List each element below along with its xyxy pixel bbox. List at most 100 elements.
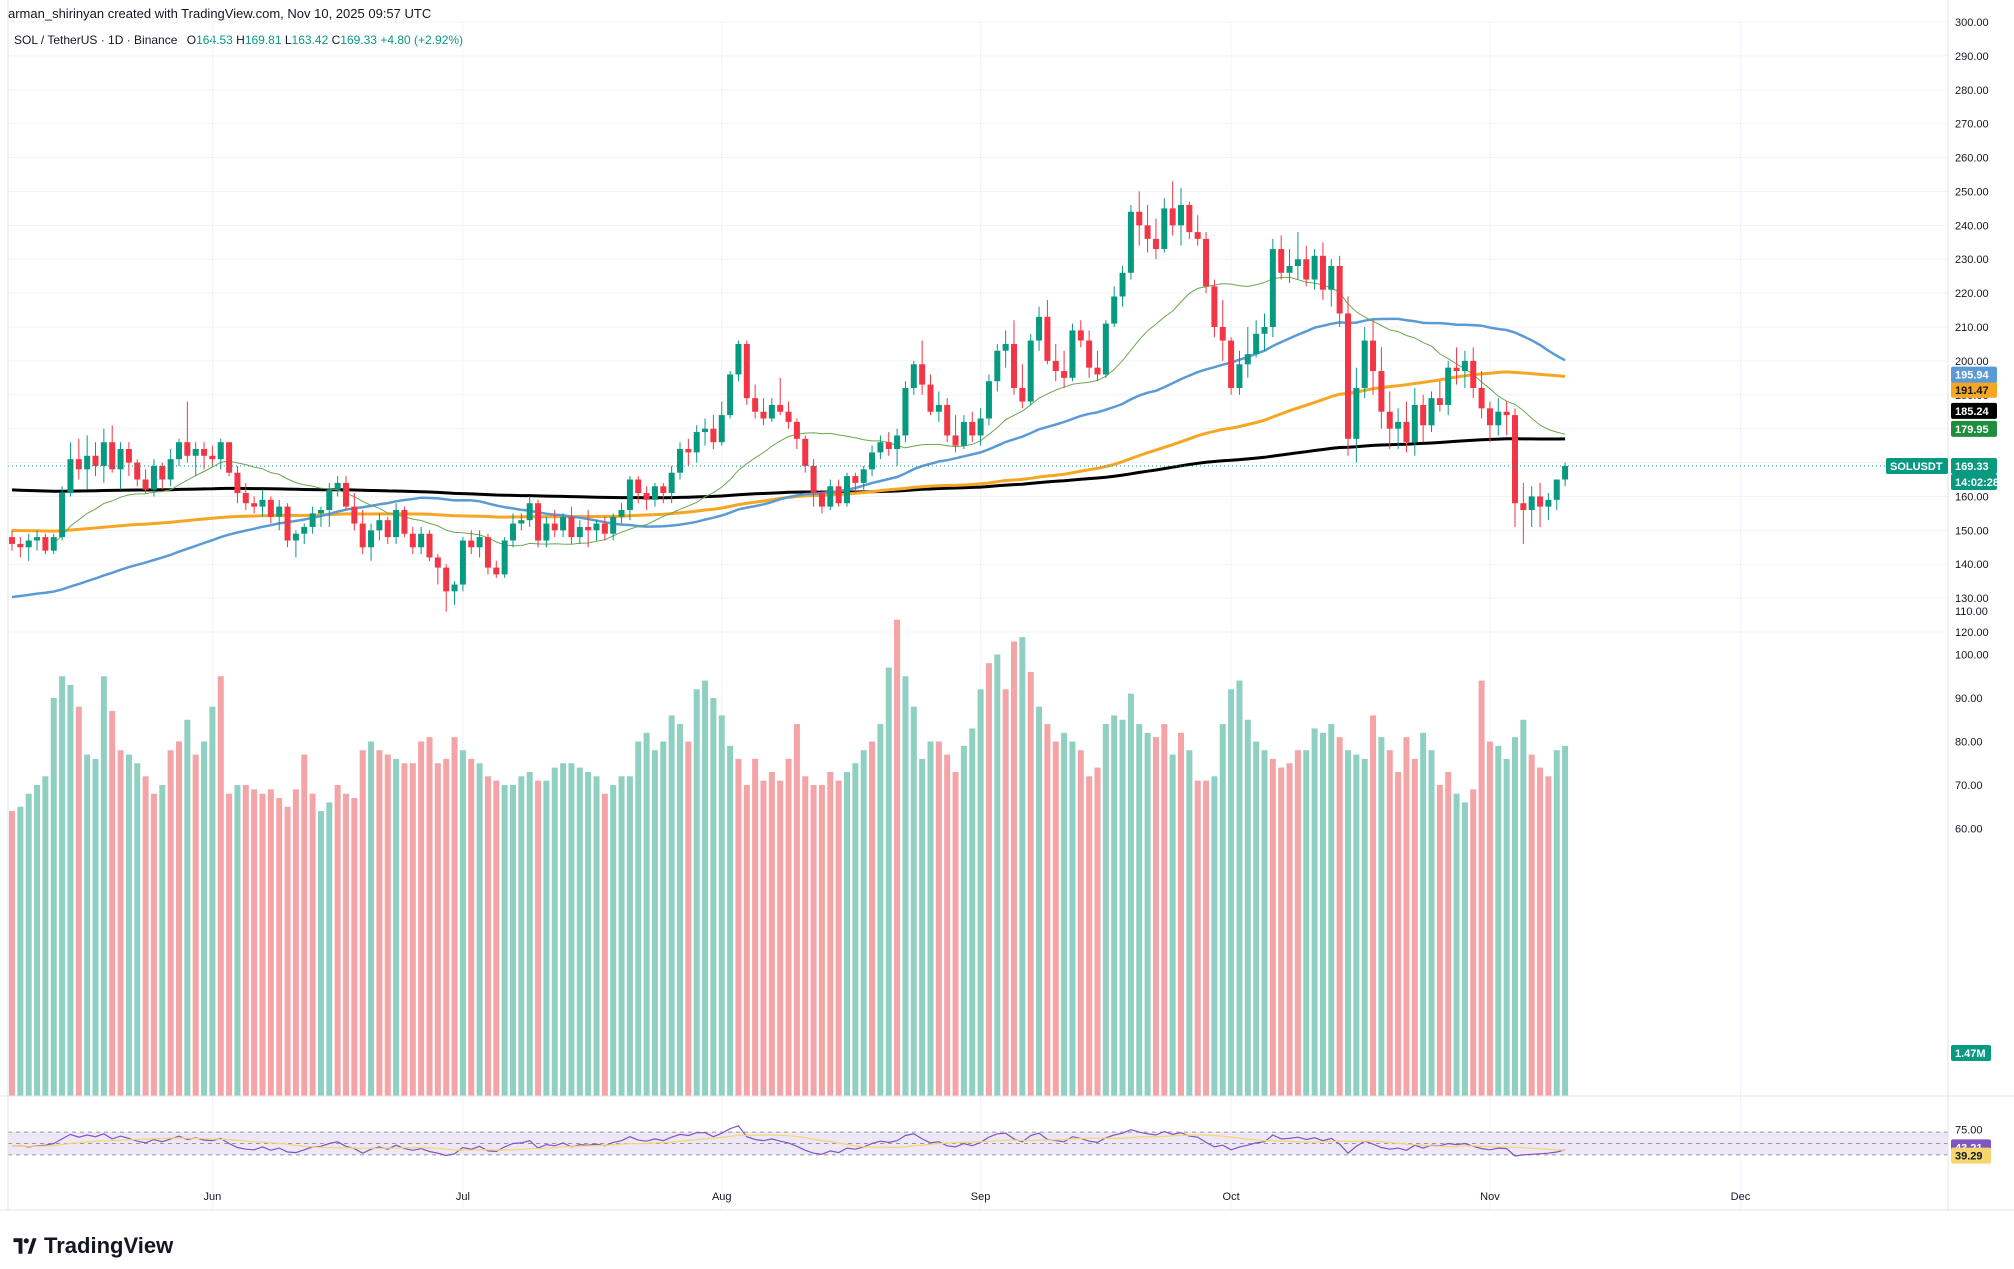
candle-body bbox=[1094, 367, 1101, 375]
volume-bar bbox=[393, 758, 400, 1096]
ma-price-tag-bg bbox=[1951, 366, 1997, 383]
volume-bar bbox=[1303, 750, 1310, 1096]
candle-body bbox=[885, 442, 892, 449]
candle bbox=[1436, 381, 1443, 412]
candle bbox=[743, 340, 750, 405]
candle-body bbox=[576, 526, 583, 538]
candle-body bbox=[969, 421, 976, 436]
candle-body bbox=[952, 435, 959, 446]
candle bbox=[1395, 408, 1402, 449]
candle-body bbox=[1503, 411, 1510, 416]
tradingview-brand[interactable]: TradingView bbox=[12, 1233, 173, 1259]
candle bbox=[1027, 333, 1034, 405]
candle bbox=[1328, 259, 1335, 307]
candle bbox=[50, 533, 57, 555]
ma-price-tag: 179.95 bbox=[1951, 420, 1997, 437]
low-value: 163.42 bbox=[291, 33, 329, 47]
brand-name: TradingView bbox=[44, 1233, 174, 1258]
candle bbox=[92, 442, 99, 477]
candle bbox=[1512, 408, 1518, 527]
candle bbox=[125, 442, 132, 477]
rsi-tick-label: 75.00 bbox=[1955, 1124, 1983, 1136]
candle bbox=[42, 533, 49, 555]
candle bbox=[25, 533, 32, 561]
candle-body bbox=[426, 533, 433, 558]
candle-body bbox=[1395, 421, 1402, 429]
volume-bar bbox=[292, 789, 299, 1096]
candle bbox=[952, 415, 959, 453]
candle bbox=[384, 516, 391, 544]
symbol-legend[interactable]: SOL / TetherUS · 1D · Binance O164.53 H1… bbox=[14, 33, 463, 47]
candle-body bbox=[635, 479, 642, 494]
ma-price-tag-bg bbox=[1951, 381, 1997, 398]
candle bbox=[259, 489, 266, 517]
candle-body bbox=[100, 442, 107, 466]
candle bbox=[226, 442, 233, 477]
volume-bar bbox=[443, 758, 450, 1096]
volume-bar bbox=[34, 785, 41, 1096]
candle bbox=[510, 513, 516, 548]
candle bbox=[768, 398, 775, 422]
volume-bar bbox=[785, 758, 792, 1096]
price-tick-label: 220.00 bbox=[1955, 288, 1989, 300]
candle bbox=[434, 554, 441, 585]
candle bbox=[1319, 242, 1326, 300]
candle bbox=[1386, 391, 1393, 449]
close-value: 169.33 bbox=[340, 33, 377, 47]
candle-body bbox=[368, 530, 375, 548]
volume-bar bbox=[1319, 732, 1326, 1096]
candle-body bbox=[276, 506, 283, 517]
candle-body bbox=[484, 537, 491, 568]
candle bbox=[777, 377, 784, 416]
candle bbox=[159, 462, 166, 490]
candle-body bbox=[1495, 411, 1502, 426]
candle bbox=[351, 493, 358, 531]
candle-body bbox=[84, 455, 91, 470]
volume-bar bbox=[902, 676, 909, 1096]
candle bbox=[284, 503, 291, 548]
volume-bar bbox=[710, 698, 717, 1096]
candle bbox=[785, 401, 792, 429]
volume-bar bbox=[150, 793, 157, 1096]
volume-bar bbox=[601, 793, 608, 1096]
candle-body bbox=[860, 469, 867, 483]
volume-bar bbox=[977, 689, 984, 1096]
candle bbox=[217, 438, 224, 470]
volume-bar bbox=[1311, 728, 1318, 1096]
price-tick-label: 250.00 bbox=[1955, 186, 1989, 198]
volume-bar bbox=[434, 763, 441, 1096]
candle-body bbox=[1353, 388, 1360, 439]
price-tick-label: 120.00 bbox=[1955, 627, 1989, 639]
volume-bar bbox=[100, 676, 107, 1096]
candle bbox=[1278, 235, 1285, 280]
volume-bar bbox=[176, 741, 182, 1096]
candle bbox=[1127, 205, 1134, 280]
price-tick-label: 150.00 bbox=[1955, 525, 1989, 537]
candle-body bbox=[985, 381, 992, 419]
volume-bar bbox=[752, 758, 759, 1096]
candle-body bbox=[844, 476, 850, 504]
candle bbox=[1486, 401, 1493, 443]
volume-bar bbox=[1144, 732, 1151, 1096]
candle bbox=[810, 459, 817, 507]
candle bbox=[1002, 330, 1009, 368]
volume-bar bbox=[476, 763, 483, 1096]
candle-body bbox=[601, 523, 608, 534]
candle bbox=[150, 459, 157, 497]
volume-bar bbox=[217, 676, 224, 1096]
volume-bar bbox=[1294, 750, 1301, 1096]
volume-bar bbox=[793, 724, 800, 1096]
volume-bar bbox=[1286, 763, 1293, 1096]
rsi-panel bbox=[8, 1125, 1948, 1157]
volume-tick-label: 80.00 bbox=[1955, 737, 1983, 749]
candle-body bbox=[1169, 208, 1176, 226]
candle bbox=[593, 520, 600, 541]
candle-body bbox=[384, 520, 391, 538]
volume-bars bbox=[9, 619, 1569, 1096]
candle bbox=[1311, 249, 1318, 290]
volume-bar bbox=[635, 741, 642, 1096]
candle-body bbox=[827, 486, 834, 507]
volume-bar bbox=[768, 771, 775, 1096]
symbol-title[interactable]: SOL / TetherUS · 1D · Binance bbox=[14, 33, 178, 47]
